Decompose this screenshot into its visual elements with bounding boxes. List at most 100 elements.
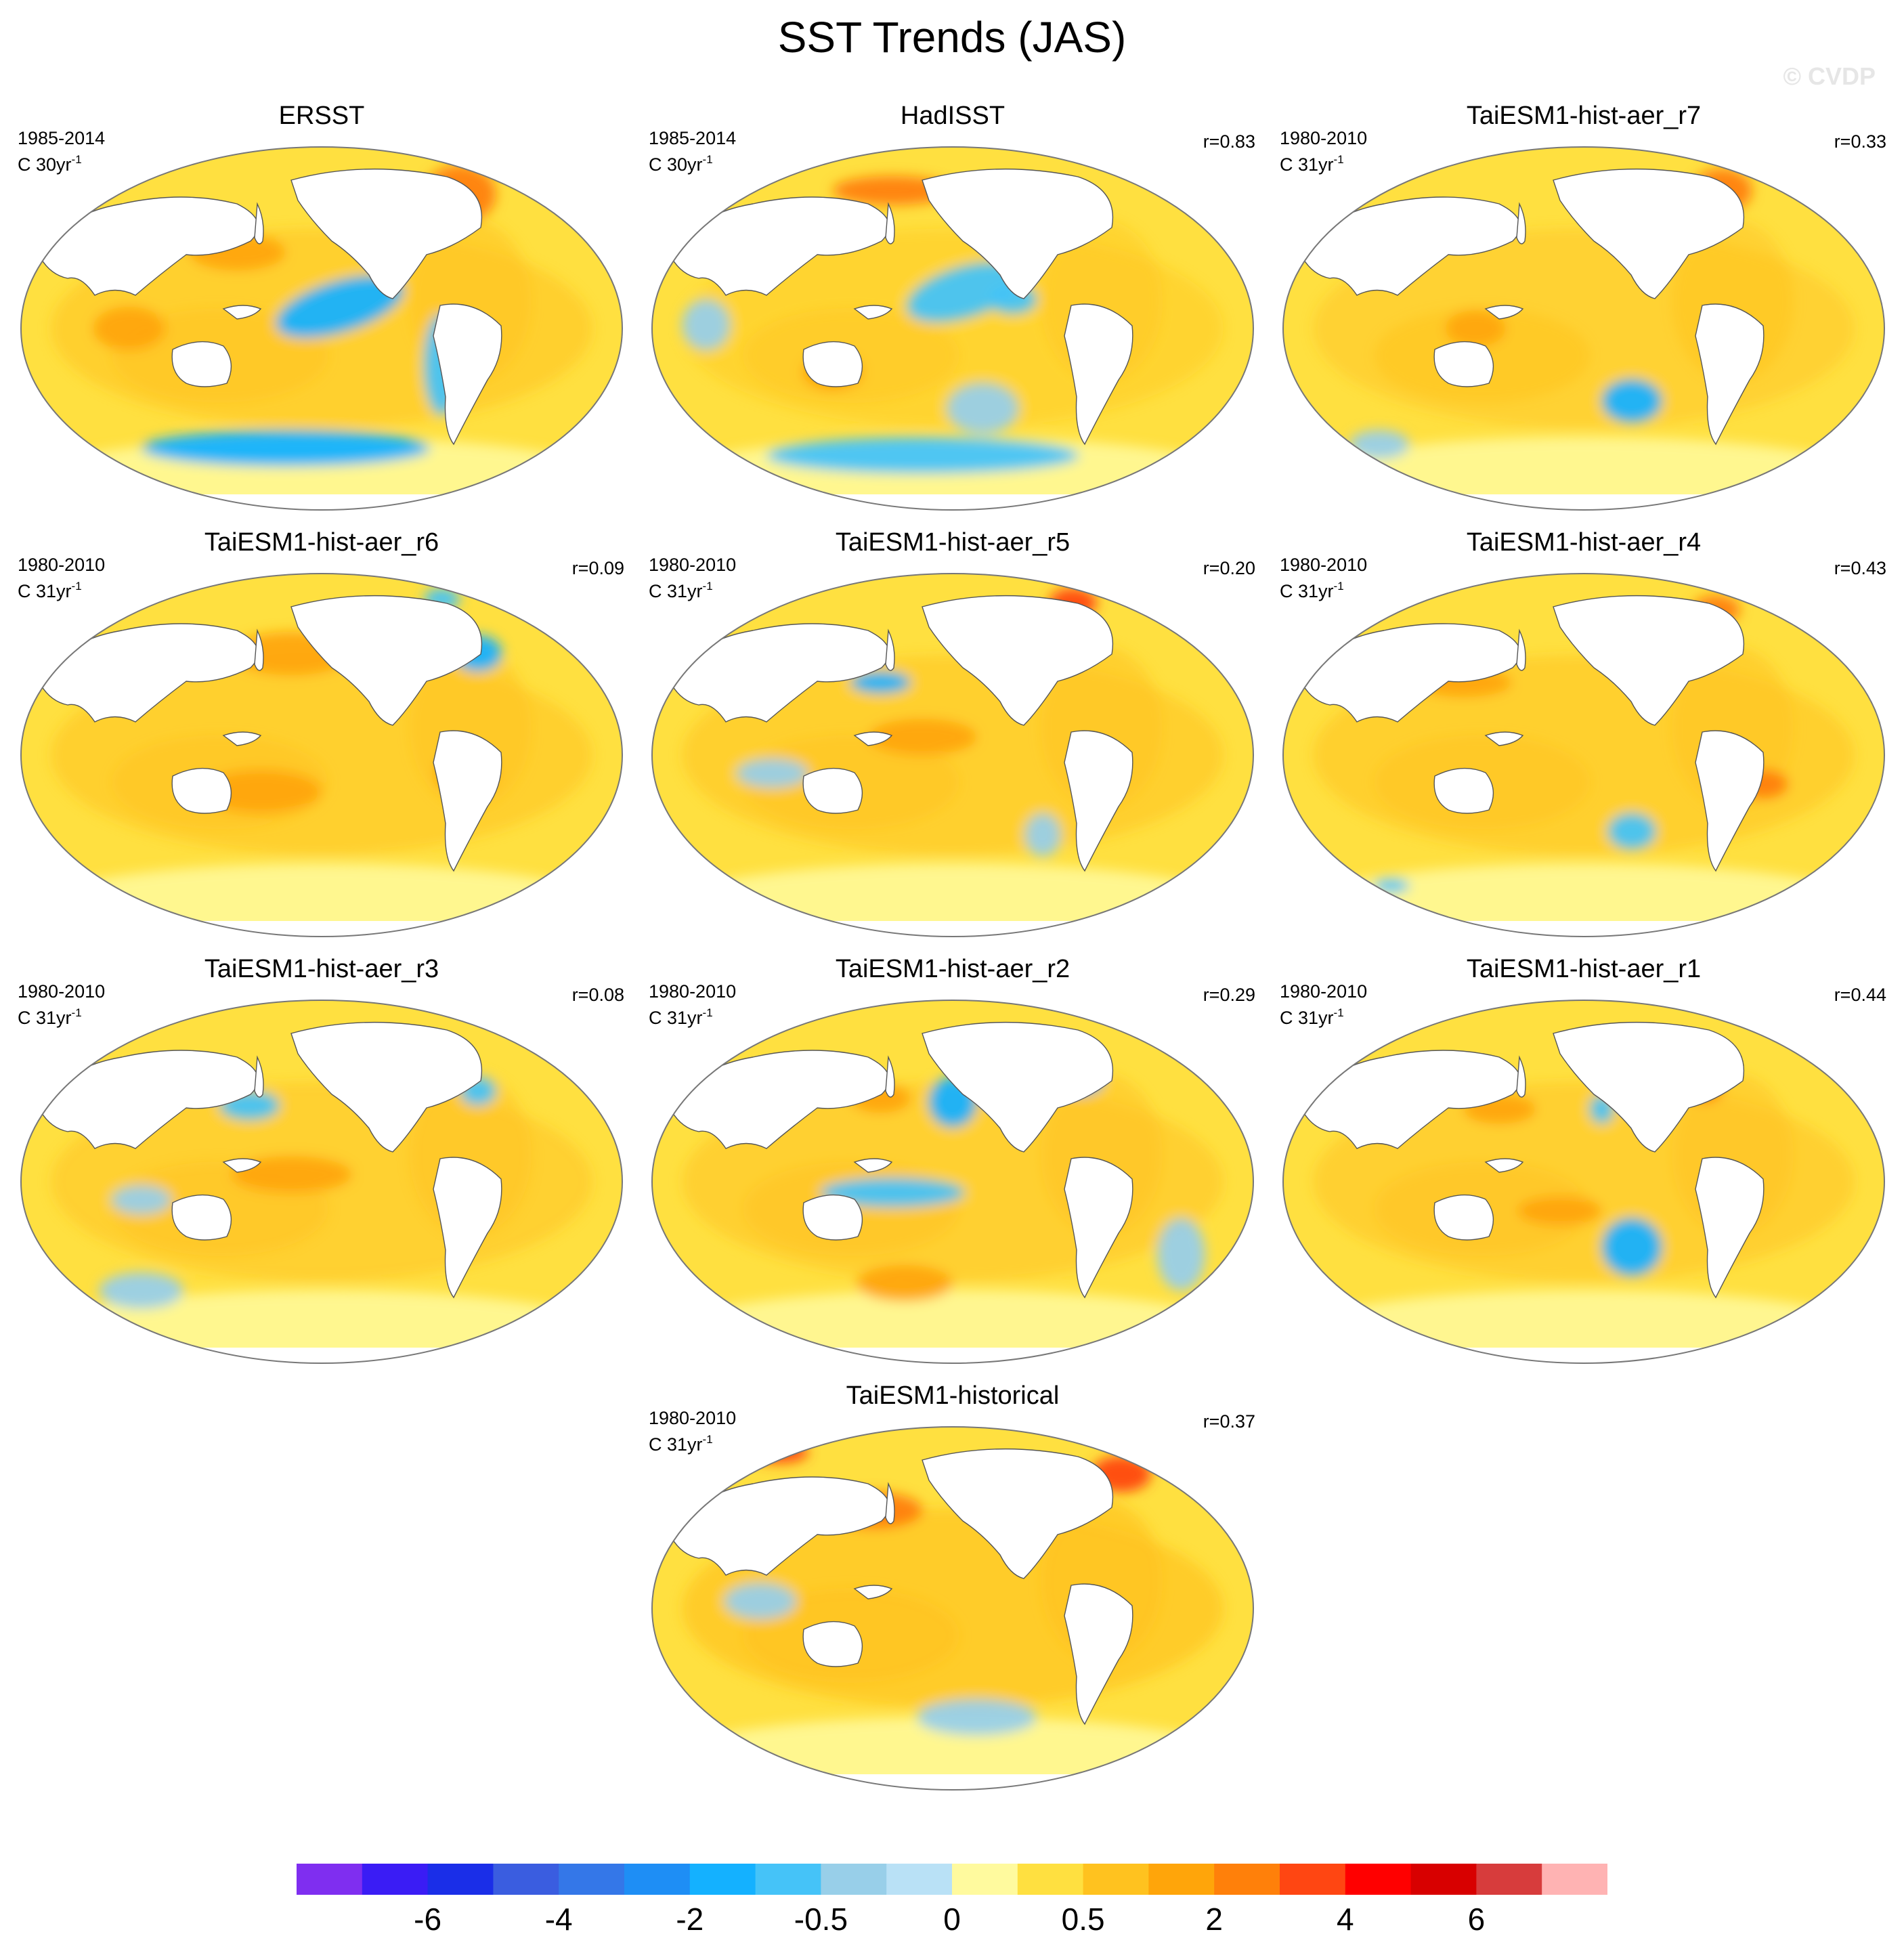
panel-title: HadISST xyxy=(900,102,1005,130)
sst-field xyxy=(652,574,1253,937)
land-mass xyxy=(671,623,890,723)
panel-units: C 31yr-1 xyxy=(1280,153,1344,175)
map-panel: TaiESM1-hist-aer_r4 1980-2010 C 31yr-1 r… xyxy=(1276,528,1892,941)
colorbar-swatch xyxy=(1476,1864,1542,1895)
land-mass xyxy=(1302,196,1521,296)
map-outline xyxy=(20,573,623,937)
land-mass xyxy=(433,303,502,446)
map-panel: TaiESM1-hist-aer_r5 1980-2010 C 31yr-1 r… xyxy=(645,528,1261,941)
land-mass xyxy=(885,202,895,244)
land-mass xyxy=(222,305,262,320)
land-mass xyxy=(290,1021,483,1153)
sst-trend-map xyxy=(651,1000,1254,1364)
panel-correlation: r=0.29 xyxy=(1203,985,1255,1005)
map-outline xyxy=(1282,1000,1885,1364)
panel-period: 1980-2010 xyxy=(1280,555,1368,575)
cooling-anomaly xyxy=(111,1185,172,1215)
cooling-anomaly xyxy=(1601,379,1662,423)
panel-correlation: r=0.83 xyxy=(1203,131,1255,152)
map-outline xyxy=(651,1426,1254,1791)
colorbar-swatch xyxy=(493,1864,559,1895)
land-mass xyxy=(1433,341,1494,387)
land-mass xyxy=(802,1621,863,1667)
colorbar-swatch xyxy=(1214,1864,1280,1895)
land-mass xyxy=(254,628,264,671)
colorbar-swatch xyxy=(689,1864,756,1895)
colorbar-swatch xyxy=(1410,1864,1477,1895)
panel-title: TaiESM1-hist-aer_r2 xyxy=(835,955,1070,983)
colorbar-tick-label: -4 xyxy=(544,1902,573,1937)
land-mass xyxy=(853,731,893,746)
warming-anomaly xyxy=(1445,310,1506,347)
watermark: © CVDP xyxy=(1783,62,1876,90)
panel-correlation: r=0.37 xyxy=(1203,1411,1255,1432)
cooling-anomaly xyxy=(736,758,808,788)
land-mass xyxy=(922,168,1114,299)
land-mass xyxy=(802,341,863,387)
sst-field xyxy=(1283,574,1884,937)
cooling-anomaly xyxy=(947,383,1019,434)
panel-period: 1985-2014 xyxy=(18,128,106,148)
antarctica xyxy=(652,1774,1253,1790)
colorbar-swatch xyxy=(1280,1864,1346,1895)
land-mass xyxy=(922,595,1114,726)
colorbar-swatch xyxy=(1083,1864,1149,1895)
land-mass xyxy=(802,1194,863,1241)
sst-field xyxy=(1283,147,1884,510)
land-mass xyxy=(222,731,262,746)
colorbar-swatch xyxy=(1148,1864,1215,1895)
panel-units: C 31yr-1 xyxy=(1280,1006,1344,1028)
land-mass xyxy=(1484,1158,1524,1173)
land-mass xyxy=(1064,303,1133,446)
panel-correlation: r=0.20 xyxy=(1203,558,1255,578)
land-mass xyxy=(290,168,483,299)
land-mass xyxy=(171,767,232,814)
map-panel: HadISST 1985-2014 C 30yr-1 r=0.83 xyxy=(645,102,1261,515)
panel-title: TaiESM1-hist-aer_r7 xyxy=(1466,102,1702,130)
sst-field xyxy=(652,1000,1253,1363)
land-mass xyxy=(802,767,863,814)
panel-period: 1980-2010 xyxy=(649,1408,737,1428)
panel-units: C 31yr-1 xyxy=(18,580,82,601)
panel-correlation: r=0.08 xyxy=(571,985,624,1005)
sst-trend-map xyxy=(1282,573,1885,937)
land-mass xyxy=(1302,1050,1521,1149)
land-mass xyxy=(853,1158,893,1173)
sst-field xyxy=(21,147,622,510)
sst-trend-map xyxy=(1282,1000,1885,1364)
colorbar-swatch xyxy=(952,1864,1018,1895)
land-mass xyxy=(290,595,483,726)
land-mass xyxy=(885,1055,895,1098)
colorbar-swatch xyxy=(624,1864,691,1895)
colorbar-swatch xyxy=(1542,1864,1607,1895)
sst-field xyxy=(652,1427,1253,1790)
panel-period: 1980-2010 xyxy=(18,555,106,575)
warming-anomaly xyxy=(93,306,166,351)
land-mass xyxy=(1302,623,1521,723)
panel-title: TaiESM1-hist-aer_r6 xyxy=(204,528,439,557)
antarctica xyxy=(21,494,622,510)
colorbar-swatch xyxy=(427,1864,494,1895)
land-mass xyxy=(853,305,893,320)
colorbar-swatch xyxy=(1345,1864,1412,1895)
land-mass xyxy=(40,623,259,723)
colorbar-tick-label: -2 xyxy=(676,1902,704,1937)
land-mass xyxy=(433,1157,502,1299)
cooling-anomaly xyxy=(1607,813,1656,850)
map-panel: TaiESM1-hist-aer_r3 1980-2010 C 31yr-1 r… xyxy=(14,955,630,1368)
land-mass xyxy=(1433,1194,1494,1241)
cooling-anomaly xyxy=(820,1178,965,1207)
land-mass xyxy=(671,1476,890,1576)
land-mass xyxy=(885,1482,895,1524)
colorbar-tick-label: -6 xyxy=(414,1902,442,1937)
antarctica xyxy=(652,921,1253,937)
land-mass xyxy=(1553,595,1745,726)
panel-units: C 31yr-1 xyxy=(649,1433,713,1455)
antarctica xyxy=(1283,494,1884,510)
sst-field xyxy=(1283,1000,1884,1363)
colorbar-swatch xyxy=(755,1864,821,1895)
map-outline xyxy=(651,573,1254,937)
panel-title: TaiESM1-hist-aer_r4 xyxy=(1466,528,1702,557)
sst-field xyxy=(652,147,1253,510)
warming-anomaly xyxy=(51,1007,112,1029)
